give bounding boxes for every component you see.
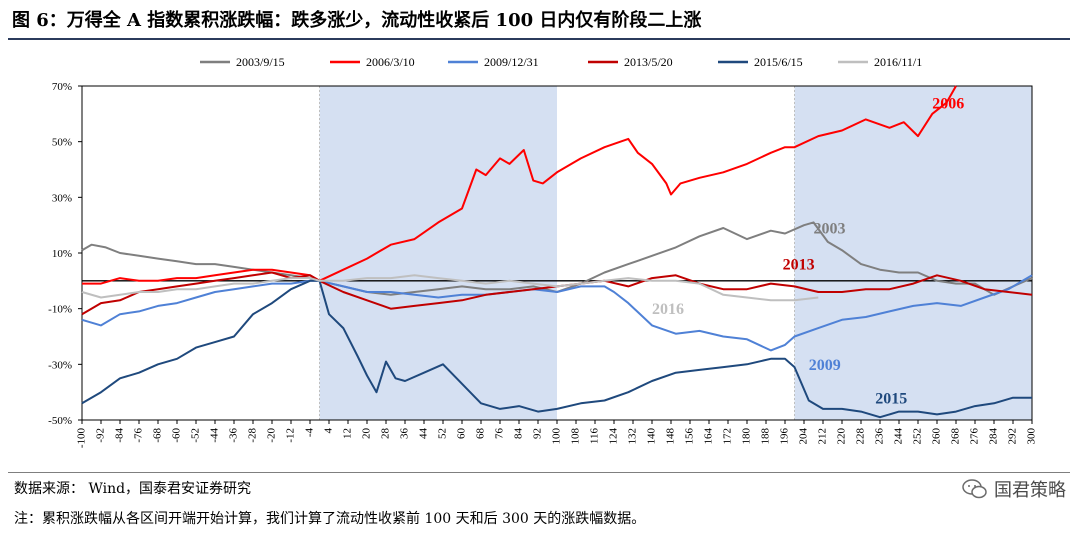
footer-divider [8,472,1070,473]
series-line-2016 [81,274,819,302]
x-tick-label: 252 [912,428,924,445]
series-line-2006 [82,85,957,285]
x-tick-label: 172 [722,428,734,445]
x-tick-label: 196 [779,428,791,445]
x-tick-label: 228 [855,428,867,445]
x-tick-label: -92 [95,428,107,443]
series-annotation-2015: 2015 [875,390,907,407]
x-tick-label: 12 [342,428,354,439]
x-tick-label: 108 [570,428,582,445]
x-tick-label: 164 [703,428,715,445]
legend-label: 2003/9/15 [236,55,285,69]
legend-label: 2006/3/10 [366,55,415,69]
x-tick-label: -60 [171,428,183,443]
legend-label: 2015/6/15 [754,55,803,69]
x-tick-label: -52 [190,428,202,443]
x-tick-label: 204 [798,428,810,445]
wechat-icon [962,479,987,499]
x-tick-label: 36 [399,428,411,440]
series-annotation-2016: 2016 [652,301,684,318]
x-tick-label: 28 [380,428,392,440]
x-tick-label: 68 [475,428,487,440]
series-annotation-2013: 2013 [783,257,815,274]
series-annotation-2003: 2003 [814,221,846,238]
x-tick-label: 84 [513,428,525,440]
x-tick-label: -76 [133,428,145,443]
brand-logo: 国君策略 [962,476,1066,502]
x-tick-label: -44 [209,428,221,443]
legend-label: 2013/5/20 [624,55,673,69]
x-tick-label: 212 [817,428,829,445]
series-line-2015 [81,279,1032,419]
x-tick-label: 60 [456,428,468,440]
legend-label: 2016/11/1 [874,55,922,69]
y-tick-label: 10% [52,248,72,260]
x-tick-label: 156 [684,428,696,445]
note-text: 注：累积涨跌幅从各区间开端开始计算，我们计算了流动性收紧前 100 天和后 30… [14,511,646,527]
x-tick-label: 44 [418,428,430,440]
y-tick-label: -30% [48,359,72,371]
series-line-2009 [81,274,1033,352]
x-tick-label: 4 [323,428,335,434]
x-tick-label: 188 [760,428,772,445]
x-tick-label: 236 [874,428,886,445]
series-line-2013 [81,271,1033,316]
x-tick-label: 52 [437,428,449,439]
y-tick-label: 30% [52,192,72,204]
figure-title: 图 6：万得全 A 指数累积涨跌幅：跌多涨少，流动性收紧后 100 日内仅有阶段… [12,10,702,31]
x-tick-label: 76 [494,428,506,440]
title-divider [8,38,1070,40]
x-tick-label: -28 [247,428,259,443]
x-tick-label: 124 [608,428,620,445]
y-tick-label: 50% [52,137,72,149]
x-tick-label: 92 [532,428,544,439]
y-tick-label: 70% [52,81,72,93]
line-chart: 70% 50% 30% 10% -10% -30% -50% -100 -92 -84 -76 -68… [48,55,1038,449]
x-tick-label: -68 [152,428,164,443]
x-tick-label: 220 [836,428,848,445]
x-tick-label: 276 [969,428,981,445]
x-tick-label: 180 [741,428,753,445]
x-tick-label: -36 [228,428,240,443]
x-tick-label: 244 [893,428,905,445]
x-tick-label: 116 [589,428,601,445]
source-text: 数据来源： Wind，国泰君安证券研究 [14,481,252,497]
x-tick-label: 132 [627,428,639,445]
x-tick-label: 100 [551,428,563,445]
x-tick-label: 284 [988,428,1000,445]
legend-label: 2009/12/31 [484,55,539,69]
logo-text: 国君策略 [994,480,1066,501]
y-tick-label: -10% [48,304,72,316]
series-annotation-2009: 2009 [809,357,841,374]
shaded-region-0 [319,86,557,420]
x-tick-label: -4 [304,428,316,438]
x-tick-label: -20 [266,428,278,443]
x-tick-label: 268 [950,428,962,445]
x-tick-label: 20 [361,428,373,440]
x-tick-label: 260 [931,428,943,445]
x-tick-label: 292 [1007,428,1019,445]
y-tick-label: -50% [48,415,72,427]
x-tick-label: -100 [76,428,88,449]
x-tick-label: -84 [114,428,126,443]
x-tick-label: 140 [646,428,658,445]
shaded-region-1 [794,86,1032,420]
x-tick-label: -12 [285,428,297,443]
x-tick-label: 148 [665,428,677,445]
series-annotation-2006: 2006 [932,95,964,112]
x-tick-label: 300 [1026,428,1038,445]
